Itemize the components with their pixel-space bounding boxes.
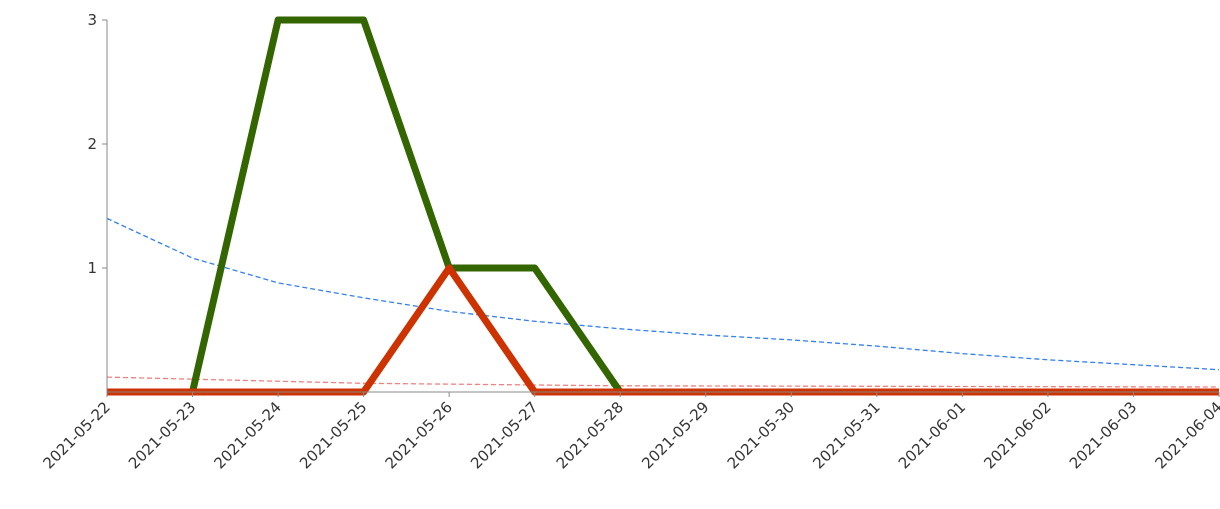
x-tick-label: 2021-05-31 <box>809 398 883 472</box>
x-tick-label: 2021-05-28 <box>553 398 627 472</box>
series-line-4 <box>106 376 1220 388</box>
x-tick-label: 2021-05-23 <box>125 398 199 472</box>
series-line-2 <box>107 264 1219 396</box>
x-tick-label: 2021-05-26 <box>382 398 456 472</box>
y-tick-label: 1 <box>87 259 97 277</box>
x-tick-label: 2021-05-27 <box>467 398 541 472</box>
x-tick-label: 2021-06-02 <box>980 398 1054 472</box>
series-line-3 <box>106 217 1220 371</box>
series-line-1 <box>189 16 1219 396</box>
y-tick-label: 2 <box>87 135 97 153</box>
x-tick-label: 2021-05-30 <box>724 398 798 472</box>
y-tick-label: 3 <box>87 11 97 29</box>
axis-layer <box>102 19 1220 397</box>
x-tick-label: 2021-06-03 <box>1066 398 1140 472</box>
x-tick-label: 2021-05-29 <box>638 398 712 472</box>
x-tick-label: 2021-05-25 <box>296 398 370 472</box>
x-tick-label: 2021-05-24 <box>211 398 285 472</box>
x-tick-label: 2021-06-01 <box>895 398 969 472</box>
series-layer <box>106 16 1220 396</box>
x-tick-label: 2021-05-22 <box>39 398 113 472</box>
x-tick-label: 2021-06-04 <box>1151 398 1220 472</box>
